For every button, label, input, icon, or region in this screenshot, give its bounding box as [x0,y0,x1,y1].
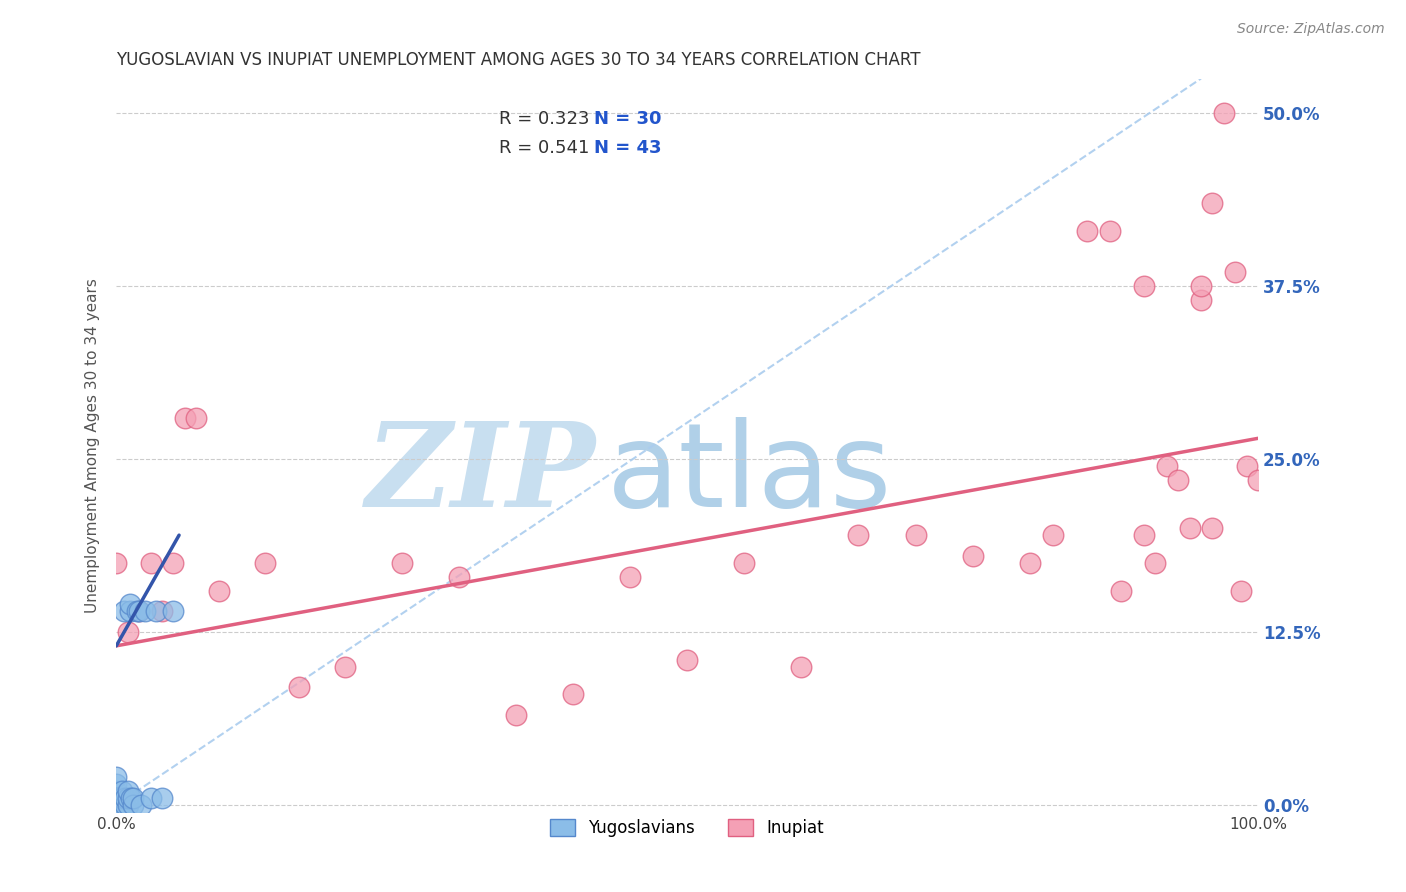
Point [253,556,276,570]
Point [1201,521,1223,535]
Point [105,556,128,570]
Point [122,797,145,812]
Point [1225,265,1247,279]
Point [1201,196,1223,211]
Point [790,659,813,673]
Text: R = 0.541: R = 0.541 [499,139,589,157]
Text: N = 43: N = 43 [593,139,661,157]
Point [1230,583,1253,598]
Point [128,604,150,618]
Point [139,791,162,805]
Point [173,410,195,425]
Point [162,604,184,618]
Point [733,556,755,570]
Point [128,604,150,618]
Point [619,569,641,583]
Point [1098,224,1121,238]
Point [1018,556,1040,570]
Text: atlas: atlas [607,417,893,532]
Point [391,556,413,570]
Point [848,528,870,542]
Point [1247,473,1270,487]
Point [105,784,128,798]
Point [114,797,136,812]
Point [117,791,139,805]
Point [134,604,156,618]
Point [122,791,145,805]
Point [333,659,356,673]
Legend: Yugoslavians, Inupiat: Yugoslavians, Inupiat [543,813,831,844]
Point [120,791,142,805]
Point [904,528,927,542]
Point [1144,556,1167,570]
Point [118,598,141,612]
Point [139,556,162,570]
Point [145,604,167,618]
Point [162,556,184,570]
Point [676,653,699,667]
Point [108,791,131,805]
Point [111,784,134,798]
Point [117,625,139,640]
Point [118,604,141,618]
Point [105,797,128,812]
Y-axis label: Unemployment Among Ages 30 to 34 years: Unemployment Among Ages 30 to 34 years [86,277,100,613]
Point [114,791,136,805]
Point [1167,473,1189,487]
Point [117,797,139,812]
Point [150,791,173,805]
Point [105,770,128,784]
Point [1236,458,1258,473]
Text: YUGOSLAVIAN VS INUPIAT UNEMPLOYMENT AMONG AGES 30 TO 34 YEARS CORRELATION CHART: YUGOSLAVIAN VS INUPIAT UNEMPLOYMENT AMON… [117,51,921,69]
Point [1212,106,1234,120]
Text: R = 0.323: R = 0.323 [499,110,589,128]
Point [108,797,131,812]
Point [105,797,128,812]
Point [112,604,135,618]
Point [117,784,139,798]
Point [1156,458,1178,473]
Point [1133,279,1156,293]
Text: ZIP: ZIP [366,417,596,532]
Point [131,797,153,812]
Point [1189,293,1212,307]
Point [447,569,470,583]
Text: N = 30: N = 30 [593,110,661,128]
Point [562,687,585,701]
Point [1076,224,1098,238]
Point [505,708,527,723]
Point [1189,279,1212,293]
Point [150,604,173,618]
Point [105,777,128,791]
Text: Source: ZipAtlas.com: Source: ZipAtlas.com [1237,22,1385,37]
Point [111,797,134,812]
Point [208,583,231,598]
Point [125,604,148,618]
Point [111,791,134,805]
Point [288,681,311,695]
Point [1109,583,1132,598]
Point [1178,521,1201,535]
Point [186,410,208,425]
Point [962,549,984,563]
Point [1042,528,1064,542]
Point [105,791,128,805]
Point [1133,528,1156,542]
